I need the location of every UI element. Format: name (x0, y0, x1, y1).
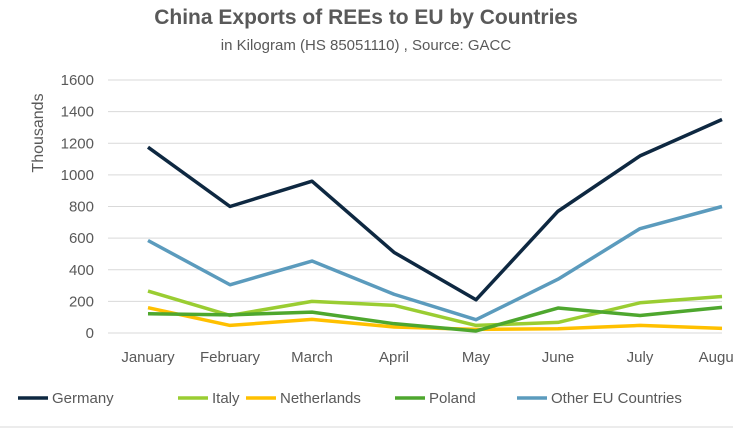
y-tick-label: 200 (69, 293, 94, 310)
y-axis-label: Thousands (30, 93, 47, 172)
x-tick-label: May (462, 349, 491, 366)
y-tick-label: 400 (69, 262, 94, 279)
legend-label: Other EU Countries (551, 390, 682, 407)
series-line-poland (147, 305, 723, 333)
series-line-other-eu-countries (147, 204, 723, 322)
y-tick-label: 1600 (61, 72, 94, 89)
y-tick-label: 600 (69, 230, 94, 247)
y-tick-label: 800 (69, 199, 94, 216)
legend-label: Netherlands (280, 390, 361, 407)
chart-subtitle: in Kilogram (HS 85051110) , Source: GACC (221, 37, 512, 54)
x-tick-label: March (291, 349, 333, 366)
x-tick-label: February (200, 349, 261, 366)
x-tick-label: June (542, 349, 575, 366)
chart-title: China Exports of REEs to EU by Countries (154, 6, 578, 29)
legend-label: Italy (212, 390, 240, 407)
legend-label: Germany (52, 390, 114, 407)
legend-label: Poland (429, 390, 476, 407)
x-tick-label: January (121, 349, 175, 366)
x-tick-label: August (699, 349, 733, 366)
y-tick-label: 1000 (61, 167, 94, 184)
y-tick-label: 1400 (61, 104, 94, 121)
y-tick-label: 0 (86, 325, 94, 342)
series-line-germany (146, 117, 723, 302)
y-tick-label: 1200 (61, 135, 94, 152)
x-tick-label: July (627, 349, 654, 366)
x-tick-label: April (379, 349, 409, 366)
